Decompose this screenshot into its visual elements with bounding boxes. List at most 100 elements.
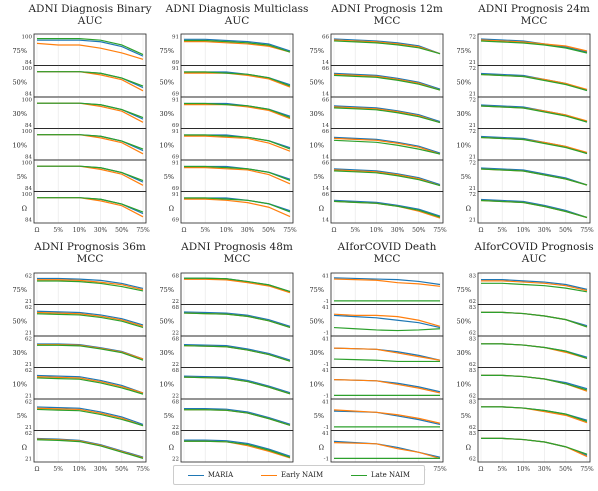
subplot-frame (477, 430, 591, 463)
row-label: 50% (310, 317, 324, 325)
subplot-frame (180, 335, 294, 368)
panel-title-line: MCC (224, 253, 251, 265)
subplot-frame (180, 191, 294, 224)
series-line-maria (36, 406, 144, 425)
y-tick-label: 84 (25, 218, 32, 224)
y-tick-label: 69 (172, 186, 179, 192)
row-label: 30% (310, 110, 324, 118)
subplot-frame (33, 398, 147, 431)
x-tick-label: 50% (115, 227, 129, 234)
row-label: 75% (457, 286, 471, 294)
x-tick-label: 50% (115, 466, 129, 473)
y-tick-label: 62 (25, 305, 32, 311)
row-label: 10% (457, 141, 471, 149)
series-line-late (37, 280, 144, 292)
row-label: 75% (160, 47, 174, 55)
series-line-late (36, 439, 144, 459)
subplot-frame (477, 367, 591, 400)
row-label: 5% (461, 173, 471, 181)
x-tick-label: 50% (412, 227, 426, 234)
series-line-maria (184, 439, 291, 457)
series-line-early (480, 73, 588, 91)
y-tick-label: -1 (324, 299, 329, 305)
series-line-late (184, 277, 291, 293)
subplot-frame (330, 159, 444, 192)
series-line-late (481, 343, 588, 359)
series-line-maria (333, 105, 441, 123)
y-tick-label: 21 (469, 186, 476, 192)
y-tick-label: 41 (322, 368, 329, 374)
x-tick-label: 75% (136, 227, 150, 234)
series-line-early (333, 379, 441, 394)
x-tick-label: 5% (53, 227, 63, 234)
y-tick-label: 69 (172, 92, 179, 98)
y-tick-label: 68 (172, 274, 179, 280)
series-line-maria (333, 38, 441, 55)
subplot-frame (330, 335, 444, 368)
y-tick-label: 22 (172, 425, 179, 431)
panel-title-line: AIforCOVID Death (337, 241, 437, 253)
series-line-early (481, 280, 588, 292)
y-tick-label: 72 (469, 129, 476, 135)
y-tick-label: 83 (469, 274, 476, 280)
series-line-maria (333, 314, 441, 329)
series-line-early (184, 167, 291, 185)
y-tick-label: 68 (172, 400, 179, 406)
y-tick-label: 84 (25, 92, 32, 98)
y-tick-label: 84 (25, 60, 32, 66)
subplot-frame (477, 272, 591, 305)
legend-swatch (350, 474, 367, 476)
panel-2: ADNI Prognosis 12mMCC661475%661450%66143… (310, 3, 447, 234)
series-line-late (480, 136, 588, 155)
series-line-early (333, 73, 441, 91)
series-line-early (37, 165, 144, 186)
x-tick-label: 75% (283, 227, 297, 234)
row-label: Ω (319, 204, 324, 212)
series-line-late (481, 437, 588, 455)
series-line-late (333, 139, 441, 155)
series-line-early (184, 135, 291, 152)
x-tick-label: 10% (220, 227, 234, 234)
series-line-late (184, 197, 291, 213)
row-label: 75% (310, 286, 324, 294)
y-tick-label: 41 (322, 305, 329, 311)
series-line-late (333, 326, 441, 332)
subplot-frame (180, 398, 294, 431)
row-label: 75% (160, 286, 174, 294)
x-tick-label: Ω (35, 466, 40, 473)
series-line-maria (333, 199, 441, 217)
y-tick-label: 41 (322, 337, 329, 343)
y-tick-label: 22 (172, 394, 179, 400)
y-tick-label: 21 (469, 60, 476, 66)
y-tick-label: 83 (469, 305, 476, 311)
series-line-late (183, 312, 291, 329)
y-tick-label: 62 (25, 274, 32, 280)
x-tick-label: 10% (517, 466, 531, 473)
legend-label: MARIA (207, 471, 234, 479)
row-label: 30% (13, 349, 27, 357)
row-label: 30% (160, 110, 174, 118)
y-tick-label: 72 (469, 161, 476, 167)
panel-title-line: AUC (224, 15, 249, 27)
series-line-maria (183, 311, 291, 327)
y-tick-label: 72 (469, 192, 476, 198)
y-tick-label: 100 (22, 192, 33, 198)
series-line-early (333, 442, 441, 459)
series-line-late (480, 168, 588, 186)
y-tick-label: 66 (322, 35, 329, 41)
y-tick-label: 69 (172, 155, 179, 161)
y-tick-label: 83 (469, 368, 476, 374)
legend-item-early: Early NAIM (261, 471, 323, 479)
series-line-early (36, 407, 144, 427)
y-tick-label: 68 (172, 368, 179, 374)
row-label: 50% (457, 78, 471, 86)
legend-swatch (187, 474, 204, 476)
x-tick-label: 75% (136, 466, 150, 473)
series-line-late (184, 440, 291, 458)
series-line-late (184, 39, 291, 53)
y-tick-label: 62 (469, 425, 476, 431)
x-tick-label: 75% (433, 227, 447, 234)
row-label: Ω (22, 204, 27, 212)
panel-3: ADNI Prognosis 24mMCC722175%722150%72213… (457, 3, 594, 234)
series-line-early (333, 278, 441, 287)
